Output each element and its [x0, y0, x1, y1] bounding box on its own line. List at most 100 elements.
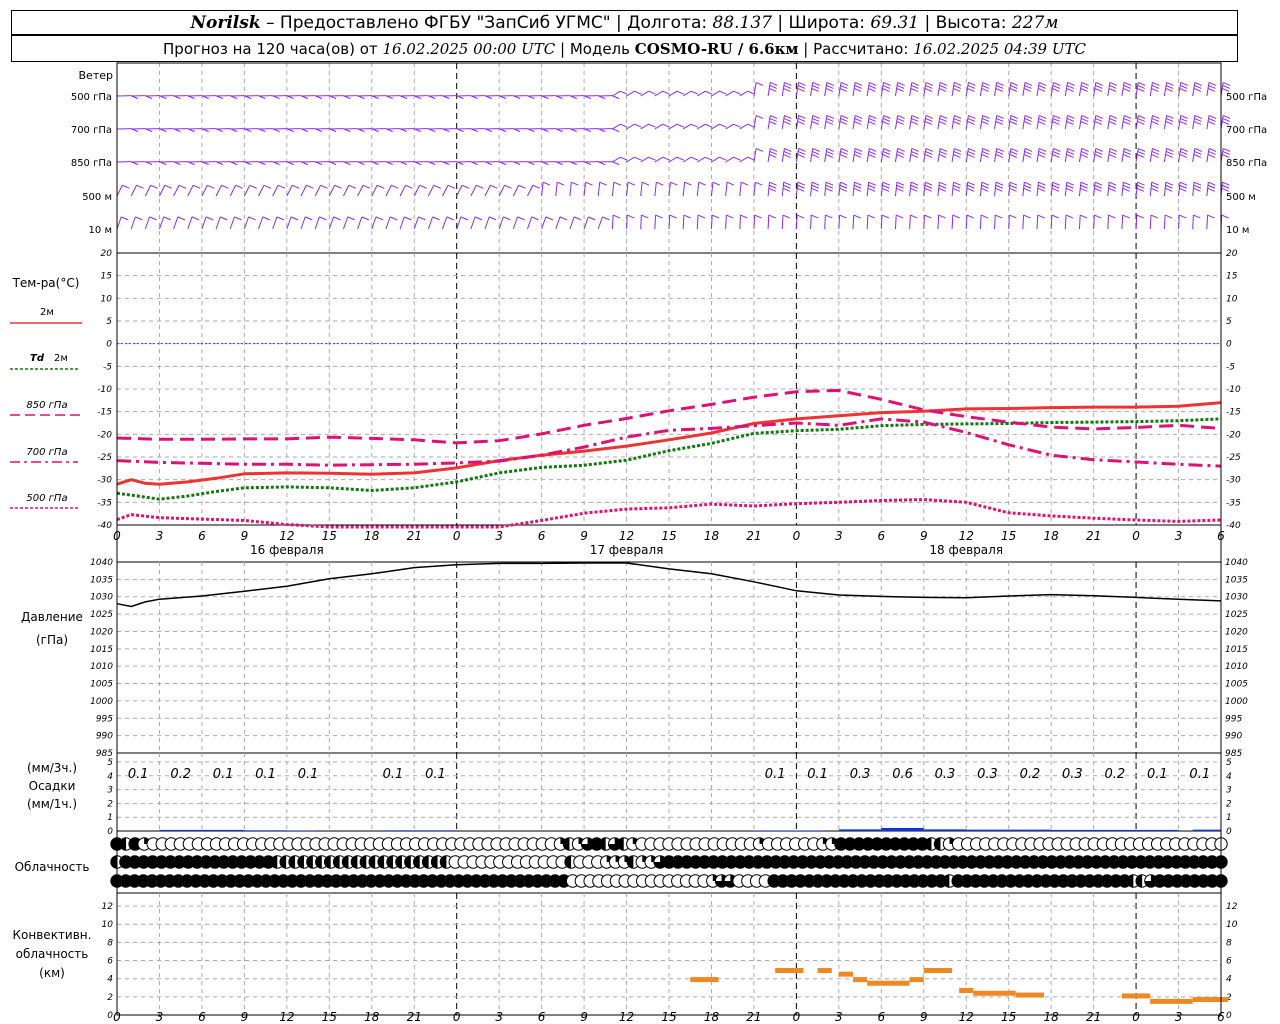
wind-barb-flag — [1010, 84, 1018, 89]
wind-barb — [1036, 115, 1040, 130]
wind-barb-flag — [1109, 181, 1117, 186]
wind-barb-flag — [1208, 115, 1217, 119]
wind-barb — [682, 215, 685, 230]
wind-barb-flag — [1038, 150, 1046, 155]
wind-barb — [965, 115, 969, 130]
series-line-850-гПа — [116, 388, 1222, 445]
wind-barb — [173, 185, 180, 197]
pressure-tick-left: 1010 — [90, 662, 113, 672]
wind-barb-flag — [122, 184, 130, 189]
wind-barb — [1121, 182, 1124, 197]
conv-tick-right: 0 — [1226, 1011, 1232, 1021]
wind-barb — [272, 216, 278, 230]
wind-barb — [215, 185, 222, 197]
precip-3h-label: 0.1 — [1189, 767, 1210, 782]
wind-barb — [725, 215, 727, 230]
wind-barb-flag — [433, 184, 441, 189]
wind-barb-flag — [967, 117, 976, 122]
wind-barb-flag — [1122, 214, 1130, 219]
wind-barb — [810, 182, 813, 197]
wind-barb — [682, 90, 692, 97]
wind-barb-flag — [747, 123, 755, 128]
wind-barb-flag — [981, 84, 990, 89]
wind-barb — [1163, 182, 1167, 197]
wind-barb — [144, 216, 150, 230]
wind-barb-flag — [770, 82, 778, 86]
wind-barb-flag — [1222, 148, 1231, 152]
wind-barb — [852, 182, 855, 197]
wind-barb-flag — [690, 90, 699, 95]
hour-tick-label-bottom: 15 — [1001, 1010, 1016, 1024]
wind-barb-flag — [1151, 184, 1159, 189]
wind-barb-flag — [712, 181, 721, 186]
wind-barb-flag — [1066, 120, 1074, 125]
wind-barb — [1121, 148, 1125, 163]
wind-barb-flag — [1221, 184, 1230, 189]
wind-barb — [668, 123, 678, 130]
wind-barb — [385, 185, 392, 197]
temp-tick-left: 15 — [101, 272, 113, 282]
hour-tick-label: 0 — [793, 529, 801, 543]
wind-barb-flag — [1222, 117, 1230, 122]
wind-barb-flag — [489, 216, 497, 221]
wind-barb-flag — [868, 150, 877, 155]
precip-title: Осадки — [29, 779, 76, 793]
wind-barb — [640, 156, 649, 163]
wind-barb — [824, 82, 828, 97]
wind-barb-flag — [747, 156, 755, 161]
wind-barb-flag — [925, 82, 934, 86]
wind-barb — [979, 182, 983, 197]
wind-barb-flag — [953, 184, 961, 189]
wind-barb-flag — [826, 150, 834, 155]
wind-barb — [852, 148, 856, 163]
wind-barb-flag — [362, 184, 371, 189]
series-line-500-гПа — [116, 498, 1222, 529]
wind-barb-flag — [1095, 115, 1103, 119]
conv-tick-right: 6 — [1226, 957, 1232, 967]
wind-barb — [1050, 82, 1054, 97]
wind-barb-flag — [924, 120, 933, 125]
wind-barb-flag — [391, 184, 399, 189]
wind-level-label-left: 850 гПа — [71, 158, 112, 169]
wind-barb-flag — [882, 84, 891, 89]
wind-barb-flag — [966, 187, 975, 192]
wind-barb-flag — [897, 115, 905, 119]
conv-cloud-bar — [1192, 997, 1229, 1003]
wind-barb-flag — [1023, 187, 1031, 192]
wind-barb — [597, 182, 601, 197]
wind-barb-flag — [1009, 87, 1018, 92]
wind-barb-flag — [939, 84, 947, 89]
wind-barb-flag — [1194, 115, 1203, 119]
wind-barb-flag — [910, 187, 918, 192]
wind-barb — [1078, 148, 1083, 163]
wind-barb-flag — [825, 214, 833, 219]
wind-barb-flag — [1010, 117, 1018, 122]
wind-barb-flag — [611, 95, 620, 100]
wind-barb-flag — [883, 115, 891, 119]
wind-barb-flag — [1151, 117, 1160, 122]
wind-barb-flag — [1194, 150, 1202, 155]
cloud-symbol-half — [297, 855, 304, 869]
wind-barb-flag — [882, 150, 891, 155]
wind-barb-flag — [690, 156, 699, 161]
alt-label: | Высота: — [924, 13, 1007, 33]
wind-barb-flag — [319, 216, 327, 221]
wind-barb-flag — [1194, 84, 1202, 89]
wind-barb-flag — [1165, 117, 1174, 122]
wind-barb — [626, 90, 635, 97]
conv-cloud-bar — [959, 987, 974, 993]
wind-barb-flag — [883, 148, 891, 152]
wind-barb-flag — [474, 216, 483, 221]
wind-barb — [654, 215, 657, 230]
wind-barb-flag — [1024, 181, 1032, 186]
wind-barb-flag — [854, 117, 862, 122]
wind-barb-flag — [1137, 153, 1145, 158]
wind-barb-flag — [1052, 117, 1061, 122]
wind-barb-flag — [290, 216, 299, 221]
wind-barb-flag — [670, 181, 678, 186]
wind-barb-flag — [982, 82, 990, 86]
wind-barb — [569, 182, 572, 197]
wind-barb — [866, 215, 869, 230]
wind-barb-flag — [910, 120, 919, 125]
wind-barb-flag — [826, 82, 835, 86]
